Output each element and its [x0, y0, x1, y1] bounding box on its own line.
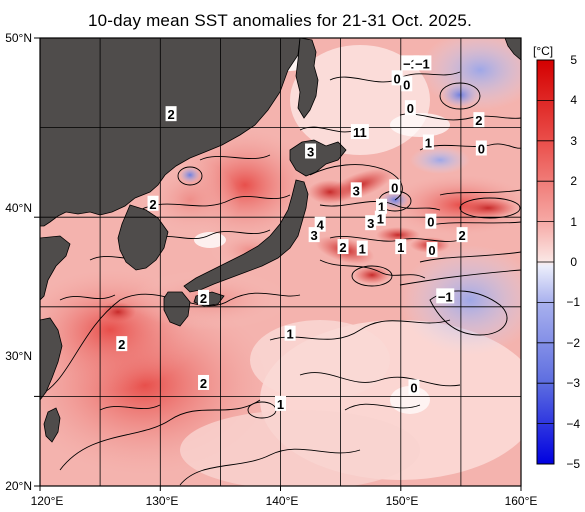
contour-label: 1: [395, 239, 407, 255]
contour-label: 1: [275, 395, 286, 412]
svg-text:0: 0: [410, 380, 417, 395]
contour-label: 1: [422, 134, 434, 151]
svg-text:0: 0: [428, 243, 435, 258]
contour-label: 2: [198, 374, 210, 391]
svg-text:−1: −1: [415, 56, 430, 71]
svg-text:1: 1: [277, 397, 284, 412]
svg-text:11: 11: [353, 125, 367, 140]
svg-text:0: 0: [394, 71, 401, 86]
contour-label: 2: [198, 289, 210, 306]
lon-label: 150°E: [386, 494, 419, 508]
contour-label: 1: [376, 198, 388, 215]
svg-text:4: 4: [317, 218, 325, 233]
contour-label: 4: [314, 216, 326, 233]
svg-text:1: 1: [377, 212, 384, 227]
lon-label: 130°E: [146, 494, 179, 508]
svg-text:−1: −1: [438, 289, 453, 304]
svg-text:0: 0: [391, 180, 398, 195]
contour-label: 2: [456, 227, 468, 243]
contour-lines: [40, 71, 521, 486]
colorbar-tick: −4: [566, 417, 580, 431]
colorbar-tick: −2: [566, 336, 580, 350]
svg-text:0: 0: [407, 101, 414, 116]
colorbar-tick: −1: [566, 295, 580, 309]
graticule: [40, 38, 521, 486]
landmass: [40, 38, 521, 443]
contour-label: 2: [473, 112, 485, 128]
lat-label: 30°N: [5, 349, 32, 363]
contour-label: 0: [475, 140, 487, 157]
svg-text:3: 3: [307, 144, 314, 159]
contour-label: −1: [436, 288, 455, 304]
svg-text:0: 0: [478, 142, 485, 157]
colorbar-tick: 3: [570, 134, 577, 148]
contour-label: 0: [408, 379, 420, 395]
svg-text:2: 2: [339, 240, 346, 255]
contour-label: 3: [305, 143, 317, 159]
svg-text:1: 1: [287, 327, 294, 342]
contour-label: 2: [147, 195, 159, 212]
contour-label: 2: [337, 239, 349, 255]
latitude-labels: 50°N 40°N 30°N 20°N: [5, 31, 32, 493]
colorbar-tick: 4: [570, 93, 577, 107]
svg-text:2: 2: [200, 291, 207, 306]
svg-text:1: 1: [397, 240, 404, 255]
svg-text:1: 1: [425, 136, 432, 151]
contour-label: 3: [365, 215, 377, 231]
contour-label: 0: [391, 70, 403, 86]
svg-text:0: 0: [427, 215, 434, 230]
svg-text:2: 2: [149, 197, 156, 212]
colorbar-tick: 2: [570, 174, 577, 188]
longitude-labels: 120°E 130°E 140°E 150°E 160°E: [31, 494, 538, 508]
lon-label: 120°E: [31, 494, 64, 508]
contour-label: 3: [350, 182, 362, 198]
lat-label: 50°N: [5, 31, 32, 45]
colorbar-tick: 1: [570, 215, 577, 229]
lon-label: 140°E: [266, 494, 299, 508]
colorbar-tick: −3: [566, 376, 580, 390]
contour-label: 0: [389, 179, 401, 195]
contour-label: 1: [356, 240, 368, 257]
contour-label: 1: [284, 325, 296, 342]
contour-label: 0: [401, 76, 413, 92]
svg-text:2: 2: [475, 113, 482, 128]
contour-label: 0: [425, 213, 437, 230]
svg-text:1: 1: [359, 242, 366, 257]
contour-label: 11: [350, 124, 369, 140]
svg-text:2: 2: [167, 107, 174, 122]
svg-text:2: 2: [200, 376, 207, 391]
contour-label: 0: [404, 100, 416, 116]
lon-label: 160°E: [505, 494, 538, 508]
lat-label: 40°N: [5, 201, 32, 215]
svg-text:0: 0: [403, 77, 410, 92]
colorbar-unit-label: [°C]: [533, 44, 554, 58]
contour-label: 3: [308, 227, 320, 243]
map-title: 10-day mean SST anomalies for 21-31 Oct.…: [87, 11, 473, 30]
contour-label: 0: [426, 242, 438, 258]
svg-text:1: 1: [378, 200, 385, 215]
svg-text:2: 2: [458, 228, 465, 243]
contour-label: −1: [413, 55, 432, 71]
svg-text:3: 3: [353, 183, 360, 198]
contour-label: 1: [374, 210, 386, 227]
svg-text:2: 2: [118, 337, 125, 352]
lat-label: 20°N: [5, 479, 32, 493]
colorbar: 5 4 3 2 1 0 −1 −2 −3 −4 −5: [536, 53, 580, 471]
contour-label: 2: [165, 106, 177, 122]
contour-label: 2: [116, 336, 128, 352]
colorbar-tick: 0: [570, 255, 577, 269]
svg-text:3: 3: [367, 216, 374, 231]
colorbar-tick: 5: [570, 53, 577, 67]
svg-text:3: 3: [311, 228, 318, 243]
axis-ticks: [34, 37, 522, 491]
colorbar-tick: −5: [566, 457, 580, 471]
